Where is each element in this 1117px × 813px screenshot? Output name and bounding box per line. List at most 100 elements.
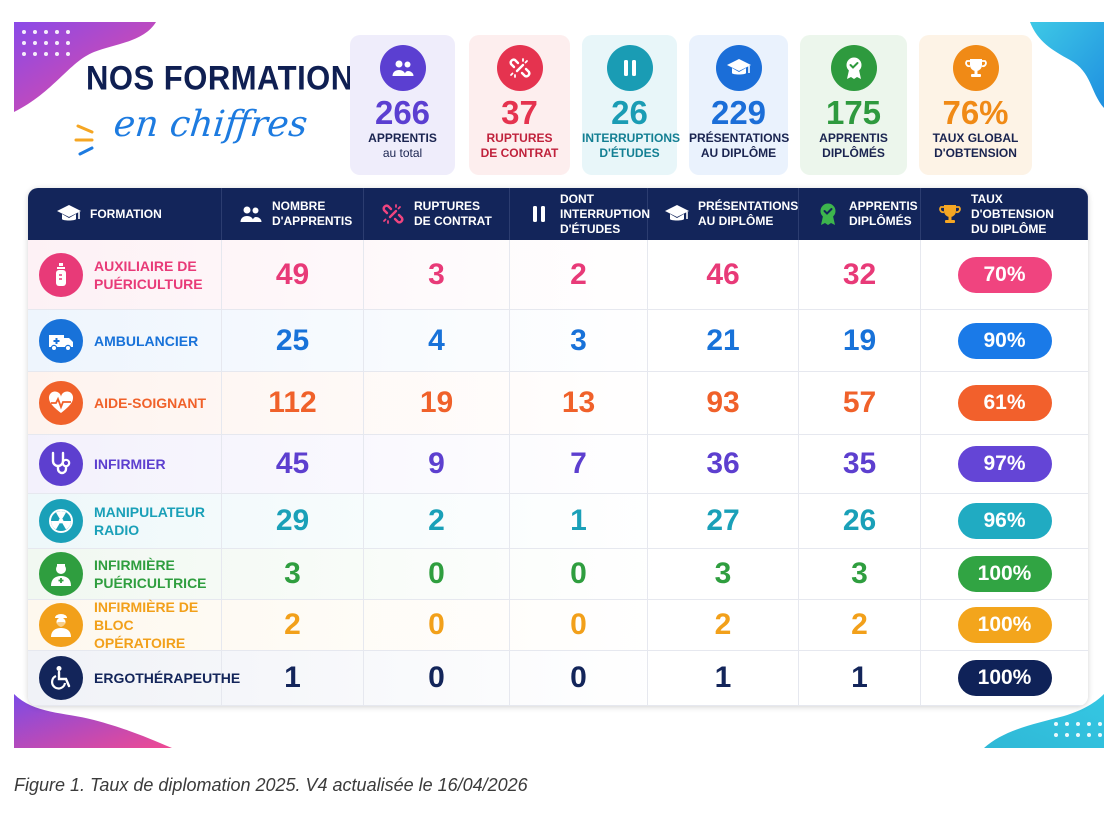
column-header: FORMATION [28,188,222,240]
value-apprentis: 45 [222,435,364,493]
formation-name: AMBULANCIER [94,332,199,349]
header-line: RUPTURES [414,199,481,213]
infographic: NOS FORMATIONS en chiffres 266 APPRENTIS a… [14,22,1104,748]
users-icon [379,45,426,91]
value-ruptures: 19 [364,372,510,434]
value-diplomes: 32 [799,240,921,309]
header-line: DIPLÔMÉS [849,214,912,228]
column-header: APPRENTIS DIPLÔMÉS [799,188,921,240]
table-row: INFIRMIÈRE DE BLOC OPÉRATOIRE 2 0 0 2 2 100% [28,599,1088,651]
rate-cell: 100% [921,600,1088,650]
formation-name: INFIRMIÈRE DE BLOC OPÉRATOIRE [94,599,199,651]
header-line: AU DIPLÔME [698,214,774,228]
value-ruptures: 9 [364,435,510,493]
kpi-value: 26 [611,94,648,131]
header-line: DU DIPLÔME [971,221,1047,236]
graduation-cap-icon [715,45,762,91]
surgeon-icon [39,603,83,647]
header-line: DE CONTRAT [414,214,492,228]
formations-table: FORMATION NOMBRE D'APPRENTIS RUPTURES DE CON… [28,188,1088,706]
rate-pill: 90% [957,322,1052,359]
value-ruptures: 4 [364,310,510,371]
kpi-card: 229 PRÉSENTATIONS AU DIPLÔME [689,35,790,175]
formation-cell: AUXILIAIRE DE PUÉRICULTURE [28,240,222,309]
header-line: D'APPRENTIS [272,214,353,228]
rate-pill: 96% [957,503,1052,539]
heartbeat-icon [39,381,83,425]
value-diplomes: 3 [799,549,921,599]
value-presentations: 36 [648,435,799,493]
value-presentations: 2 [648,600,799,650]
table-row: MANIPULATEUR RADIO 29 2 1 27 26 96% [28,494,1088,549]
decorative-blob-bottom-left [14,694,172,748]
value-ruptures: 2 [364,494,510,548]
header-line: INTERRUPTION [560,206,650,221]
value-interruptions: 1 [510,494,648,548]
formation-cell: AMBULANCIER [28,310,222,371]
kpi-label: PRÉSENTATIONS [689,131,790,145]
column-header: PRÉSENTATIONS AU DIPLÔME [648,188,799,240]
formation-name: AUXILIAIRE DE PUÉRICULTURE [94,257,203,292]
value-diplomes: 35 [799,435,921,493]
kpi-card: 175 APPRENTIS DIPLÔMÉS [800,35,907,175]
value-presentations: 27 [648,494,799,548]
value-interruptions: 13 [510,372,648,434]
stethoscope-icon [39,442,83,486]
rate-pill: 100% [957,556,1052,592]
award-badge-icon [830,45,877,91]
rate-pill: 61% [957,385,1052,421]
value-apprentis: 3 [222,549,364,599]
value-interruptions: 0 [510,549,648,599]
value-diplomes: 1 [799,651,921,705]
table-row: AUXILIAIRE DE PUÉRICULTURE 49 3 2 46 32 70% [28,240,1088,310]
value-apprentis: 25 [222,310,364,371]
kpi-sublabel: DIPLÔMÉS [822,146,885,160]
value-presentations: 21 [648,310,799,371]
sparkle-decoration [74,124,94,156]
value-presentations: 93 [648,372,799,434]
pause-icon [526,201,552,227]
graduation-cap-icon [56,201,82,227]
baby-bottle-icon [39,252,83,297]
ambulance-icon [39,318,83,363]
kpi-label: APPRENTIS [819,131,888,145]
rate-pill: 97% [957,446,1052,482]
header-line: FORMATION [90,206,162,221]
value-ruptures: 3 [364,240,510,309]
page-title: NOS FORMATIONS [86,58,375,98]
kpi-card: 26 INTERRUPTIONS D'ÉTUDES [582,35,680,175]
value-diplomes: 19 [799,310,921,371]
header-line: TAUX D'OBTENSION [971,191,1054,221]
kpi-sublabel: AU DIPLÔME [700,146,777,160]
rate-pill: 100% [957,607,1052,643]
rate-pill: 100% [957,660,1052,696]
figure-caption: Figure 1. Taux de diplomation 2025. V4 a… [14,775,528,795]
rate-cell: 97% [921,435,1088,493]
formation-cell: INFIRMIÈRE PUÉRICULTRICE [28,549,222,599]
rate-cell: 100% [921,651,1088,705]
value-presentations: 1 [648,651,799,705]
radiation-icon [39,499,83,543]
table-row: INFIRMIER 45 9 7 36 35 97% [28,435,1088,494]
value-presentations: 3 [648,549,799,599]
rate-pill: 70% [957,256,1052,293]
kpi-label: RUPTURES [486,131,553,145]
decorative-blob-top-right [1030,22,1104,108]
header-line: APPRENTIS [849,199,918,213]
column-header: DONT INTERRUPTION D'ÉTUDES [510,188,650,240]
value-apprentis: 2 [222,600,364,650]
kpi-sublabel: D'OBTENSION [934,146,1017,160]
kpi-value: 76% [942,94,1009,131]
kpi-sublabel: D'ÉTUDES [599,146,660,160]
value-apprentis: 49 [222,240,364,309]
column-header-label: TAUX D'OBTENSION DU DIPLÔME [971,192,1087,237]
kpi-card: 37 RUPTURES DE CONTRAT [469,35,570,175]
value-apprentis: 112 [222,372,364,434]
column-header-label: DONT INTERRUPTION D'ÉTUDES [560,192,650,237]
value-ruptures: 0 [364,549,510,599]
formation-name: AIDE-SOIGNANT [94,395,206,411]
kpi-card: 266 APPRENTIS au total [350,35,455,175]
column-header-label: NOMBRE D'APPRENTIS [272,199,352,229]
value-interruptions: 3 [510,310,648,371]
kpi-value: 175 [825,94,882,131]
